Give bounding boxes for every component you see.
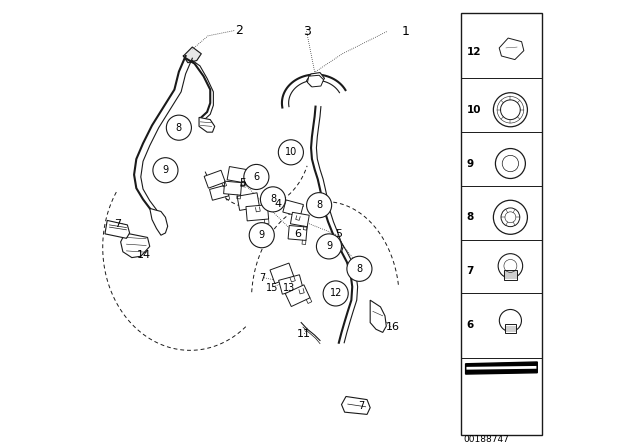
Polygon shape <box>288 225 307 241</box>
Text: 8: 8 <box>270 194 276 204</box>
Polygon shape <box>307 73 324 86</box>
Polygon shape <box>499 38 524 60</box>
Text: 10: 10 <box>285 147 297 157</box>
Text: 9: 9 <box>326 241 332 251</box>
Text: 6: 6 <box>294 229 301 239</box>
Polygon shape <box>370 300 387 332</box>
Circle shape <box>498 254 523 278</box>
Text: 2: 2 <box>236 24 243 37</box>
Polygon shape <box>246 205 269 221</box>
Text: 00188747: 00188747 <box>463 435 509 444</box>
Text: 16: 16 <box>385 322 399 332</box>
Polygon shape <box>121 233 150 258</box>
Circle shape <box>493 200 527 234</box>
Circle shape <box>166 115 191 140</box>
Text: 9: 9 <box>467 159 474 168</box>
Polygon shape <box>105 220 130 238</box>
Text: 7: 7 <box>260 273 266 283</box>
FancyBboxPatch shape <box>504 324 516 333</box>
Polygon shape <box>209 185 229 200</box>
Polygon shape <box>291 212 309 227</box>
Text: 6: 6 <box>253 172 259 182</box>
Text: 6: 6 <box>467 320 474 330</box>
Circle shape <box>307 193 332 218</box>
Circle shape <box>153 158 178 183</box>
Text: 3: 3 <box>303 25 310 38</box>
Text: 4: 4 <box>275 199 282 209</box>
Text: 7: 7 <box>467 266 474 276</box>
Text: 7: 7 <box>358 401 365 411</box>
Text: 8: 8 <box>176 123 182 133</box>
Polygon shape <box>285 285 310 306</box>
Circle shape <box>323 281 348 306</box>
Polygon shape <box>342 396 370 414</box>
Text: 12: 12 <box>330 289 342 298</box>
Circle shape <box>316 234 342 259</box>
Text: 1: 1 <box>401 25 409 38</box>
Polygon shape <box>270 263 294 284</box>
Text: 11: 11 <box>296 329 310 339</box>
Text: 8: 8 <box>356 264 362 274</box>
Text: 5: 5 <box>335 229 342 239</box>
Circle shape <box>347 256 372 281</box>
Circle shape <box>501 208 520 227</box>
Circle shape <box>493 93 527 127</box>
Circle shape <box>260 187 285 212</box>
Text: 8: 8 <box>316 200 322 210</box>
Polygon shape <box>307 75 324 87</box>
Polygon shape <box>204 170 225 188</box>
FancyBboxPatch shape <box>461 13 541 435</box>
FancyBboxPatch shape <box>504 270 516 280</box>
Text: 13: 13 <box>282 283 295 293</box>
Text: 9: 9 <box>163 165 168 175</box>
Circle shape <box>500 100 520 120</box>
Text: 5: 5 <box>239 178 246 188</box>
Circle shape <box>278 140 303 165</box>
Polygon shape <box>278 275 303 294</box>
Text: 12: 12 <box>467 47 481 56</box>
Text: 9: 9 <box>259 230 265 240</box>
Polygon shape <box>199 117 215 132</box>
Polygon shape <box>466 362 538 374</box>
Circle shape <box>499 310 522 332</box>
Polygon shape <box>184 47 202 63</box>
Text: 8: 8 <box>467 212 474 222</box>
Text: 14: 14 <box>138 250 152 260</box>
Polygon shape <box>333 240 343 252</box>
Text: 15: 15 <box>266 283 278 293</box>
Polygon shape <box>227 167 247 183</box>
Text: 7: 7 <box>114 219 121 229</box>
Polygon shape <box>283 200 303 217</box>
Circle shape <box>244 164 269 190</box>
Circle shape <box>495 149 525 178</box>
Circle shape <box>249 223 275 248</box>
Polygon shape <box>223 181 242 195</box>
Text: 10: 10 <box>467 105 481 115</box>
Polygon shape <box>237 193 259 211</box>
